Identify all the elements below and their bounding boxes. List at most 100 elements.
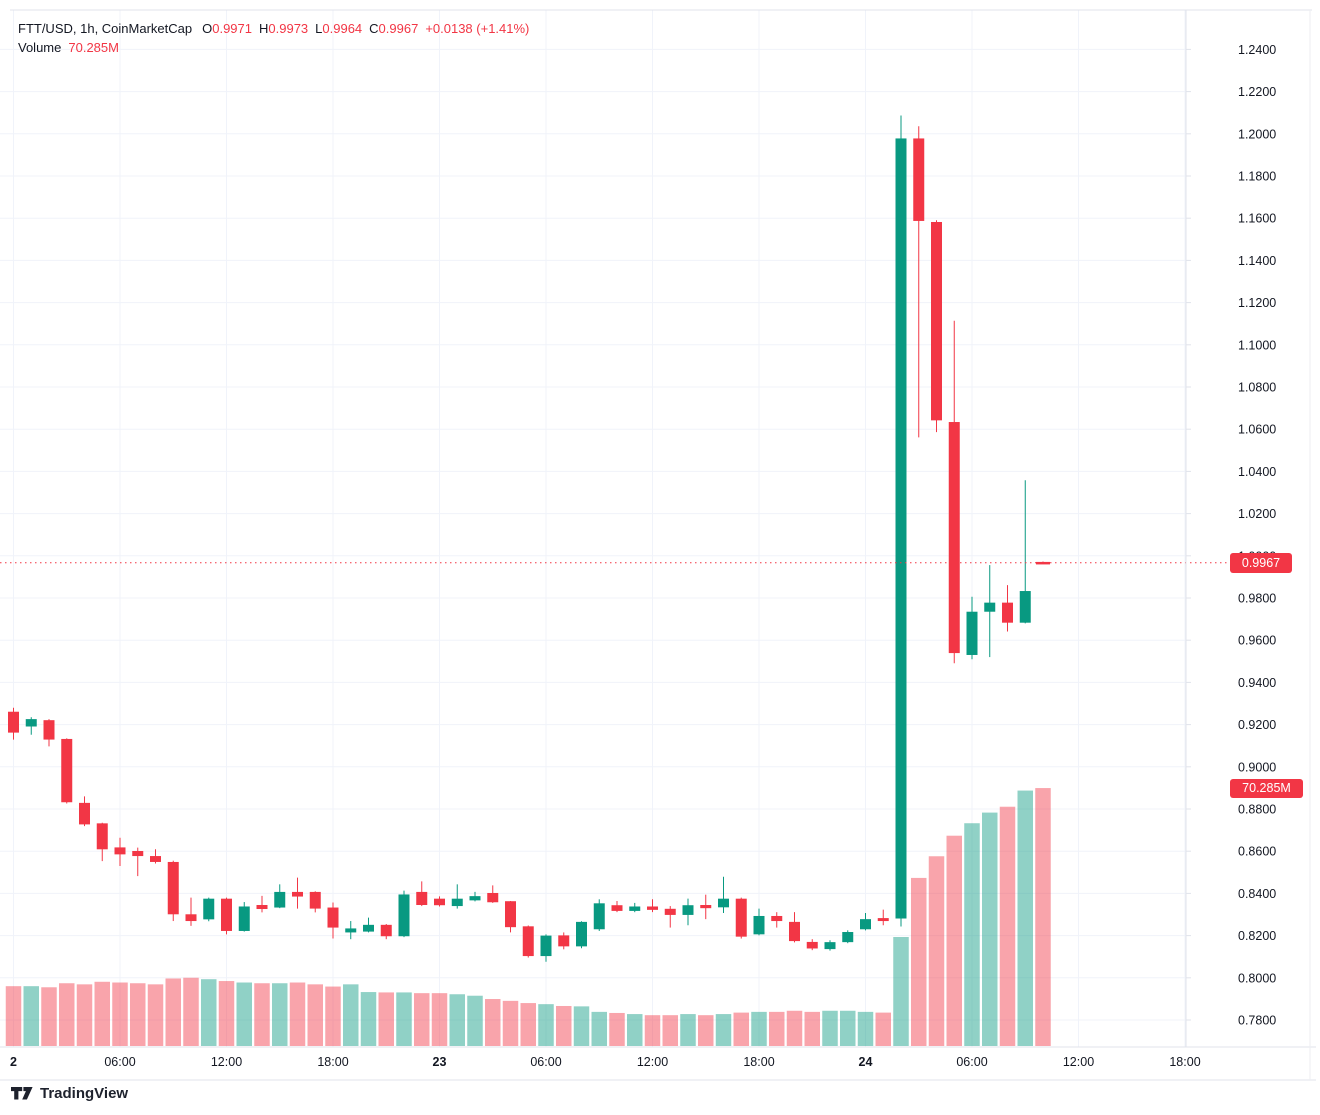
volume-bar: [183, 977, 199, 1046]
price-tick-label: 0.8600: [1238, 845, 1276, 859]
close-label: C: [369, 21, 379, 36]
volume-bars: [5, 788, 1051, 1046]
open-label: O: [202, 21, 213, 36]
tradingview-logo[interactable]: TradingView: [11, 1085, 128, 1102]
volume-bar: [911, 877, 927, 1046]
price-tick-label: 0.9800: [1238, 592, 1276, 606]
time-tick-label: 06:00: [104, 1055, 135, 1069]
volume-bar: [875, 1012, 891, 1046]
volume-bar: [857, 1011, 874, 1046]
time-tick-label: 23: [433, 1055, 447, 1069]
price-tick-label: 1.1000: [1238, 338, 1276, 352]
candle-body: [292, 891, 303, 897]
candle-body: [842, 932, 854, 943]
candle-body: [256, 905, 268, 910]
candle-body: [8, 711, 19, 733]
tradingview-icon: [11, 1087, 33, 1100]
legend-volume-row: Volume 70.285M: [18, 38, 529, 57]
candles: [8, 115, 1050, 962]
price-tick-label: 1.2200: [1238, 85, 1276, 99]
volume-bar: [41, 987, 57, 1046]
candle-body: [824, 942, 836, 950]
volume-bar: [502, 1000, 519, 1046]
time-tick-label: 12:00: [1063, 1055, 1094, 1069]
volume-bar: [112, 982, 128, 1046]
candle-body: [1002, 602, 1013, 623]
volume-bar: [644, 1015, 661, 1046]
candle-body: [771, 915, 783, 922]
volume-bar: [5, 986, 22, 1046]
volume-bar: [414, 993, 430, 1046]
symbol-title[interactable]: FTT/USD, 1h, CoinMarketCap: [18, 21, 193, 36]
price-tick-label: 1.0400: [1238, 465, 1276, 479]
candle-body: [203, 898, 215, 920]
candle-body: [451, 898, 463, 907]
volume-bar: [733, 1012, 749, 1046]
candle-body: [469, 896, 481, 901]
volume-bar: [946, 835, 962, 1046]
candle-body: [540, 935, 552, 957]
time-tick-label: 18:00: [743, 1055, 774, 1069]
candle-body: [434, 898, 445, 906]
close-value: 0.9967: [378, 21, 419, 36]
candle-body: [753, 915, 765, 935]
candle-body: [1019, 591, 1031, 623]
candle-body: [132, 850, 144, 857]
candle-body: [877, 918, 889, 922]
high-label: H: [259, 21, 269, 36]
legend: FTT/USD, 1h, CoinMarketCap O0.9971 H0.9973…: [18, 19, 529, 57]
low-label: L: [315, 21, 323, 36]
volume-bar: [1017, 790, 1033, 1046]
candle-body: [735, 898, 747, 937]
price-tick-label: 0.8400: [1238, 887, 1276, 901]
volume-bar: [627, 1014, 643, 1046]
candle-body: [789, 921, 800, 942]
volume-bar: [609, 1012, 625, 1046]
price-tick-label: 1.1600: [1238, 212, 1276, 226]
candle-body: [806, 941, 818, 949]
price-tick-label: 1.0800: [1238, 381, 1276, 395]
candle-body: [629, 906, 641, 911]
candle-body: [931, 221, 942, 421]
candle-body: [167, 861, 179, 915]
price-axis[interactable]: 1.2400 1.2200 1.2000 1.1800 1.1600 1.1400 1.12…: [1186, 43, 1276, 1028]
candle-body: [647, 906, 658, 910]
candle-body: [558, 935, 570, 947]
candle-body: [522, 926, 534, 957]
volume-bar: [431, 993, 448, 1046]
volume-bar: [165, 978, 181, 1046]
time-axis[interactable]: 2 06:00 12:00 18:00 23 06:00 12:00 18:00 24 06:00…: [10, 1055, 1201, 1069]
candle-body: [1036, 561, 1050, 565]
volume-bar: [360, 992, 377, 1046]
candle-body: [948, 422, 960, 654]
candle-body: [700, 905, 712, 909]
change-value: +0.0138 (+1.41%): [425, 21, 530, 36]
candle-body: [966, 611, 978, 655]
candle-body: [611, 905, 623, 911]
volume-bar: [698, 1015, 714, 1046]
time-tick-label: 18:00: [1169, 1055, 1200, 1069]
time-tick-label: 12:00: [637, 1055, 668, 1069]
candle-body: [576, 921, 587, 947]
candle-body: [487, 892, 499, 903]
candle-body: [274, 891, 286, 908]
volume-bar: [76, 984, 93, 1046]
volume-bar: [928, 856, 945, 1046]
candle-body: [238, 906, 250, 931]
price-tick-label: 1.2400: [1238, 43, 1276, 57]
price-tick-label: 0.9400: [1238, 676, 1276, 690]
candle-body: [150, 856, 161, 862]
candle-body: [913, 138, 925, 221]
volume-bar: [999, 806, 1016, 1046]
volume-bar: [343, 984, 359, 1046]
tradingview-label: TradingView: [40, 1085, 129, 1102]
candle-body: [96, 823, 108, 850]
time-tick-label: 24: [859, 1055, 873, 1069]
candle-body: [363, 924, 374, 932]
volume-bar: [680, 1014, 696, 1046]
grid: [0, 10, 1186, 1047]
volume-bar: [378, 992, 394, 1046]
time-tick-label: 06:00: [956, 1055, 987, 1069]
